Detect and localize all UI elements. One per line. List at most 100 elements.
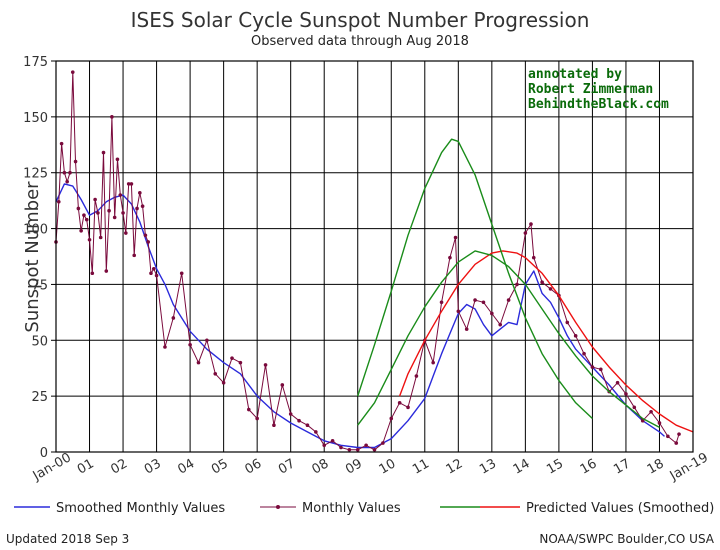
monthly-value-point bbox=[68, 170, 72, 175]
monthly-value-point bbox=[138, 191, 142, 195]
monthly-value-point bbox=[238, 360, 243, 365]
monthly-value-point bbox=[453, 235, 458, 240]
monthly-value-point bbox=[389, 416, 394, 421]
monthly-value-point bbox=[674, 441, 679, 445]
chart-subtitle: Observed data through Aug 2018 bbox=[251, 34, 469, 49]
monthly-value-point bbox=[523, 231, 528, 235]
monthly-value-point bbox=[230, 356, 234, 360]
monthly-value-point bbox=[151, 266, 156, 271]
monthly-value-point bbox=[246, 407, 251, 412]
y-tick-label: 25 bbox=[31, 390, 48, 405]
monthly-value-point bbox=[490, 311, 494, 316]
x-tick-label: Jan-00 bbox=[30, 450, 74, 484]
monthly-value-point bbox=[59, 141, 64, 146]
monthly-value-point bbox=[143, 233, 148, 238]
monthly-value-point bbox=[364, 443, 368, 448]
legend-swatch-monthly-marker bbox=[276, 505, 280, 509]
predicted-curve-line bbox=[357, 138, 593, 420]
x-tick-label: 01 bbox=[75, 456, 97, 477]
monthly-value-point bbox=[84, 217, 89, 222]
monthly-value-point bbox=[146, 240, 150, 244]
monthly-value-point bbox=[657, 421, 662, 425]
x-tick-label: 04 bbox=[175, 456, 197, 477]
monthly-value-point bbox=[221, 380, 226, 385]
y-tick-label: 100 bbox=[23, 223, 48, 238]
y-axis-label: Sunspot Number bbox=[22, 181, 43, 333]
y-tick-label: 125 bbox=[23, 167, 48, 182]
monthly-value-point bbox=[481, 300, 486, 305]
monthly-value-point bbox=[615, 380, 620, 385]
monthly-value-point bbox=[62, 170, 67, 175]
monthly-value-point bbox=[101, 150, 106, 155]
monthly-value-point bbox=[93, 197, 97, 202]
monthly-value-point bbox=[149, 271, 153, 276]
source-credit: NOAA/SWPC Boulder,CO USA bbox=[539, 532, 714, 546]
monthly-value-point bbox=[439, 300, 444, 305]
monthly-value-point bbox=[456, 309, 461, 314]
monthly-value-point bbox=[65, 179, 69, 184]
annotation-line: annotated by bbox=[528, 67, 622, 82]
monthly-value-point bbox=[649, 409, 653, 414]
x-tick-label: 08 bbox=[310, 456, 332, 477]
y-tick-label: 0 bbox=[40, 446, 48, 461]
monthly-value-point bbox=[322, 443, 327, 448]
monthly-value-point bbox=[565, 320, 570, 325]
monthly-value-point bbox=[255, 416, 259, 421]
x-tick-label: 10 bbox=[377, 456, 399, 477]
x-tick-label: Jan-19 bbox=[667, 450, 711, 484]
monthly-value-point bbox=[171, 316, 176, 320]
monthly-value-point bbox=[179, 271, 184, 276]
monthly-values-line bbox=[55, 71, 680, 451]
monthly-value-point bbox=[76, 206, 81, 211]
x-tick-label: 16 bbox=[578, 456, 600, 477]
monthly-value-point bbox=[473, 298, 477, 302]
monthly-value-point bbox=[330, 439, 335, 443]
monthly-value-point bbox=[272, 423, 276, 427]
monthly-value-point bbox=[582, 351, 586, 356]
monthly-value-point bbox=[347, 447, 352, 452]
x-tick-label: 15 bbox=[544, 456, 566, 477]
axes: Jan-00 01 02 03 04 05 06 07 08 09 10 11 12 13 14 15 16 17… bbox=[23, 55, 711, 484]
annotation-line: Robert Zimmerman bbox=[528, 82, 653, 97]
y-tick-label: 50 bbox=[31, 334, 48, 349]
monthly-value-point bbox=[56, 199, 61, 204]
monthly-value-point bbox=[305, 423, 310, 427]
monthly-value-point bbox=[188, 342, 192, 347]
grid bbox=[55, 60, 694, 453]
monthly-value-point bbox=[339, 445, 343, 450]
monthly-value-point bbox=[314, 430, 318, 434]
monthly-value-point bbox=[529, 222, 533, 226]
updated-date: Updated 2018 Sep 3 bbox=[6, 532, 129, 546]
monthly-value-point bbox=[531, 255, 536, 260]
monthly-value-point bbox=[448, 255, 452, 260]
x-tick-label: 18 bbox=[645, 456, 667, 477]
monthly-value-point bbox=[515, 282, 519, 287]
plot-series bbox=[54, 70, 694, 452]
monthly-value-point bbox=[406, 405, 410, 410]
monthly-value-point bbox=[135, 206, 139, 211]
monthly-value-point bbox=[132, 253, 137, 258]
monthly-value-point bbox=[115, 157, 120, 162]
x-tick-label: 02 bbox=[108, 456, 130, 477]
legend-label-monthly: Monthly Values bbox=[302, 501, 401, 516]
monthly-value-point bbox=[431, 360, 435, 365]
monthly-value-point bbox=[140, 204, 145, 209]
monthly-value-point bbox=[372, 447, 377, 452]
monthly-value-point bbox=[121, 211, 125, 215]
x-tick-label: 03 bbox=[142, 456, 164, 477]
monthly-value-point bbox=[280, 383, 285, 387]
monthly-value-point bbox=[355, 447, 360, 452]
predicted-values-smoothed--line bbox=[398, 250, 694, 433]
chart-title: ISES Solar Cycle Sunspot Number Progress… bbox=[131, 8, 590, 32]
monthly-value-point bbox=[87, 237, 92, 242]
monthly-value-point bbox=[414, 374, 419, 378]
monthly-value-point bbox=[124, 231, 128, 235]
monthly-value-point bbox=[98, 235, 103, 240]
monthly-value-point bbox=[205, 338, 209, 343]
x-tick-label: 17 bbox=[611, 456, 633, 477]
monthly-value-point bbox=[129, 182, 134, 186]
predicted-curve-line bbox=[357, 250, 660, 429]
monthly-value-point bbox=[506, 298, 511, 302]
